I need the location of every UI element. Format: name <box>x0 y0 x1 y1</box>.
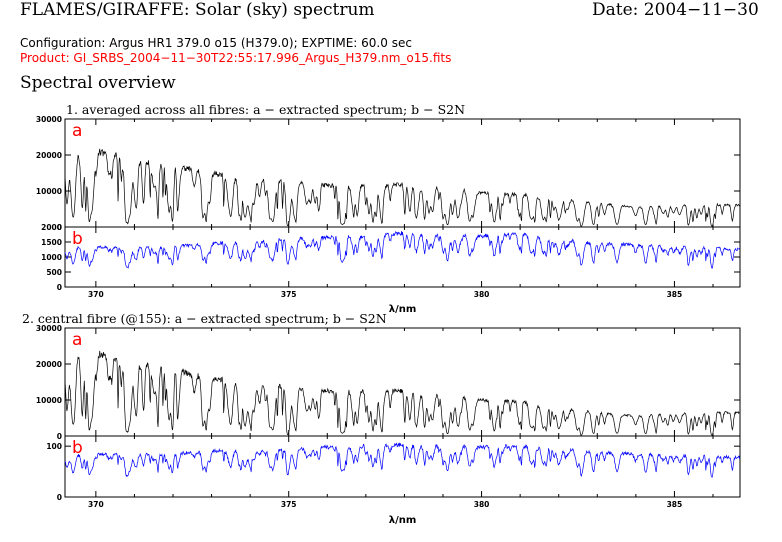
chart-2-panel-a: 0 10000 20000 30000 a <box>36 324 741 441</box>
chart-1-panel-a-y-tick-label: 10000 <box>36 187 62 196</box>
chart-1-panel-b: 0 500 1000 1500 2000 b 370 375 380 385 <box>41 223 741 299</box>
chart-2-title: 2. central fibre (@155): a − extracted s… <box>22 311 387 326</box>
chart-2-panel-a-y-tick-label: 10000 <box>36 396 62 405</box>
chart-1-x-tick-label: 380 <box>474 290 490 299</box>
chart-2-panel-a-y-tick-label: 30000 <box>36 324 62 333</box>
chart-2-panel-a-y-tick-label: 0 <box>57 432 62 441</box>
chart-1-panel-b-y-tick-label: 0 <box>57 283 62 292</box>
chart-1-panel-a-frame <box>64 118 741 228</box>
chart-1-panel-b-y-tick-label: 2000 <box>41 223 62 232</box>
chart-2-panel-b-y-tick-label: 0 <box>57 493 62 502</box>
chart-1-panel-a-y-tick-label: 20000 <box>36 151 62 160</box>
chart-1-panel-b-y-tick-label: 1000 <box>41 253 62 262</box>
chart-2-panel-letter: b <box>72 438 83 458</box>
chart-1-panel-b-y-tick-label: 500 <box>46 268 62 277</box>
chart-2-x-tick-label: 375 <box>281 500 297 509</box>
chart-1-panel-a: 0 10000 20000 30000 a <box>36 115 741 232</box>
product-text: Product: GI_SRBS_2004−11−30T22:55:17.996… <box>20 51 452 65</box>
chart-1-panel-a-y-tick-label: 0 <box>57 223 62 232</box>
chart-2-panel-a-frame <box>64 327 741 437</box>
chart-1-panel-a-y-tick-label: 30000 <box>36 115 62 124</box>
chart-2-panel-b-frame <box>64 435 741 498</box>
chart-1-panel-letter: b <box>72 229 83 249</box>
chart-2-x-tick-label: 380 <box>474 500 490 509</box>
chart-2-x-axis-label: λ/nm <box>389 515 417 526</box>
chart-2-s2n-line <box>64 442 741 479</box>
chart-2-x-tick-label: 385 <box>667 500 683 509</box>
chart-1-panel-letter: a <box>72 121 82 141</box>
chart-2-x-tick-label: 370 <box>88 500 104 509</box>
date-label: Date: 2004−11−30 <box>592 0 759 20</box>
chart-1-panel-b-y-tick-label: 1500 <box>41 238 62 247</box>
chart-1-x-axis-label: λ/nm <box>389 304 417 315</box>
chart-1-s2n-line <box>64 230 741 269</box>
chart-1-x-tick-label: 385 <box>667 290 683 299</box>
configuration-text: Configuration: Argus HR1 379.0 o15 (H379… <box>20 36 412 50</box>
chart-1-panel-b-frame <box>64 226 741 288</box>
chart-2-panel-b-y-tick-label: 100 <box>46 442 62 451</box>
chart-1-x-tick-label: 370 <box>88 290 104 299</box>
chart-1-title: 1. averaged across all fibres: a − extra… <box>66 102 466 117</box>
chart-2-spectrum-line <box>64 350 741 436</box>
chart-2-panel-a-y-tick-label: 20000 <box>36 360 62 369</box>
chart-1-spectrum-line <box>64 148 741 227</box>
page-title: FLAMES/GIRAFFE: Solar (sky) spectrum <box>20 0 375 20</box>
chart-2-panel-letter: a <box>72 330 82 350</box>
section-heading: Spectral overview <box>20 73 176 93</box>
chart-1-x-tick-label: 375 <box>281 290 297 299</box>
